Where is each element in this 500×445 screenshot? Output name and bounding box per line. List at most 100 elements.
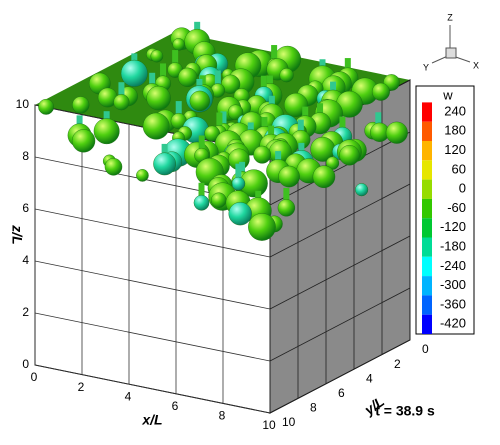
stem <box>339 116 346 137</box>
colorbar-label: -420 <box>440 316 466 331</box>
x-tick-label: 2 <box>78 380 85 394</box>
z-tick-label: 4 <box>22 253 29 267</box>
grid-line <box>269 131 411 206</box>
colorbar-label: 180 <box>444 123 466 138</box>
z-tick-label: 10 <box>16 97 30 111</box>
stem <box>214 70 221 91</box>
stem <box>235 163 242 184</box>
y-tick-label: 8 <box>310 401 317 415</box>
stem <box>220 111 227 132</box>
bubble <box>211 192 227 208</box>
colorbar-swatch <box>422 237 432 257</box>
colorbar-label: -180 <box>440 239 466 254</box>
x-tick-label: 0 <box>31 370 38 384</box>
bubble <box>283 92 309 117</box>
stem <box>198 135 205 156</box>
colorbar-swatch <box>422 295 432 315</box>
grid-line <box>34 312 271 362</box>
bubble <box>385 121 408 144</box>
colorbar-label: 240 <box>444 103 466 118</box>
bubble <box>312 165 336 188</box>
grid-line <box>269 235 411 310</box>
y-tick-label: 2 <box>394 357 401 371</box>
stem <box>271 45 278 66</box>
colorbar-swatch <box>422 160 432 180</box>
grid-line <box>34 364 271 414</box>
stem <box>149 72 156 93</box>
bubble <box>142 112 170 140</box>
colorbar-title: w <box>442 87 453 102</box>
stem <box>160 63 167 84</box>
grid-line <box>269 339 411 414</box>
bubble <box>120 59 148 87</box>
bubble <box>279 68 294 83</box>
x-tick-label: 10 <box>262 418 276 432</box>
bubble <box>227 104 244 120</box>
bubble <box>248 213 276 241</box>
colorbar-swatch <box>422 141 432 161</box>
orientation-axes <box>431 25 471 64</box>
grid-line <box>269 287 411 362</box>
bubble <box>228 202 252 226</box>
bubble <box>71 129 96 153</box>
stem <box>297 119 304 140</box>
grid-line <box>34 260 271 310</box>
bubble <box>172 38 185 51</box>
stem <box>172 50 179 71</box>
stem <box>175 101 182 122</box>
x-axis-label: x/L <box>141 412 162 428</box>
colorbar-label: -240 <box>440 258 466 273</box>
stem <box>283 187 290 208</box>
colorbar-swatch <box>422 102 432 122</box>
grid-line <box>269 183 411 258</box>
z-tick-label: 2 <box>22 305 29 319</box>
colorbar-label: -60 <box>447 200 466 215</box>
bubble <box>371 82 390 101</box>
isosurface <box>38 21 408 241</box>
colorbar-swatch <box>422 314 432 334</box>
colorbar-label: -360 <box>440 296 466 311</box>
bubble <box>72 96 90 114</box>
orientation-label: Y <box>423 62 429 72</box>
stem <box>375 112 382 133</box>
bubble <box>339 144 360 166</box>
colorbar-swatch <box>422 121 432 141</box>
z-tick-label: 0 <box>22 357 29 371</box>
colorbar-swatch <box>422 218 432 238</box>
z-tick-label: 8 <box>22 149 29 163</box>
stem <box>260 75 267 96</box>
bubble <box>136 169 149 182</box>
colorbar: 240 180 120 60 0 -60 -120 -180 -240 -300 -360 -420 <box>422 102 466 334</box>
bubble <box>253 145 272 164</box>
colorbar-label: -120 <box>440 219 466 234</box>
y-tick-label: 4 <box>366 371 373 385</box>
bubble <box>113 94 130 111</box>
bubble <box>193 194 210 211</box>
y-tick-label: 0 <box>422 342 429 356</box>
orientation-label: X <box>473 60 479 70</box>
z-tick-label: 6 <box>22 201 29 215</box>
colorbar-label: -300 <box>440 277 466 292</box>
colorbar-swatch <box>422 198 432 219</box>
colorbar-label: 60 <box>452 161 466 176</box>
colorbar-swatch <box>422 179 432 199</box>
x-tick-label: 8 <box>219 409 226 423</box>
colorbar-swatch <box>422 256 432 277</box>
bubble <box>153 152 176 176</box>
bubble <box>355 183 369 197</box>
stem <box>198 182 205 203</box>
orientation-label: Z <box>447 12 453 22</box>
bubble <box>38 98 54 115</box>
bubble <box>93 118 120 145</box>
bubble <box>189 90 210 112</box>
bubble <box>104 158 123 176</box>
bubble <box>150 49 164 63</box>
y-tick-label: 6 <box>338 386 345 400</box>
stem <box>118 82 125 103</box>
x-tick-label: 4 <box>125 389 132 403</box>
grid-line <box>34 208 271 258</box>
z-axis-label: z/L <box>9 224 25 244</box>
bubble <box>277 199 296 217</box>
annotation: t = 38.9 s <box>375 403 435 419</box>
bubble <box>146 85 171 111</box>
